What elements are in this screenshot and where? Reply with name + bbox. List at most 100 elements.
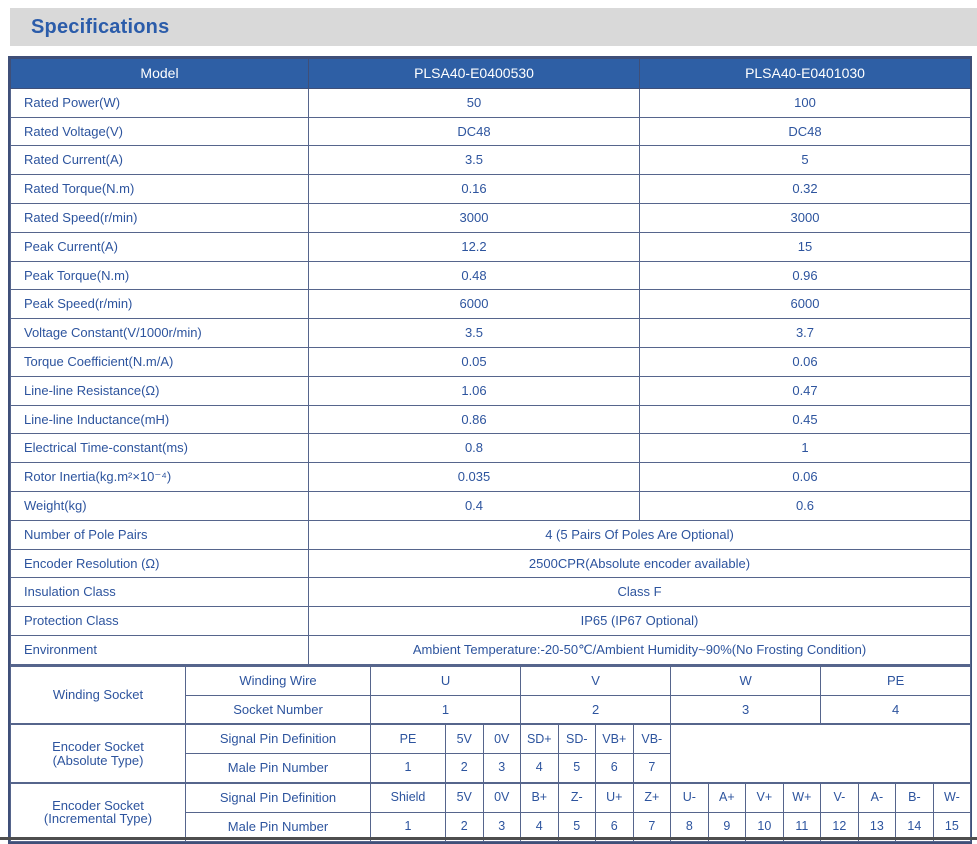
pin-number-cell: 12 (820, 811, 859, 842)
spec-value: 6000 (308, 289, 640, 320)
table-row: Line-line Resistance(Ω) 1.06 0.47 (10, 375, 971, 406)
title-bar: Specifications (10, 8, 977, 46)
spec-table: Model PLSA40-E0400530 PLSA40-E0401030 Ra… (10, 58, 971, 665)
signal-cell: 0V (482, 781, 522, 813)
spec-label: Voltage Constant(V/1000r/min) (10, 318, 309, 348)
spec-label: Electrical Time-constant(ms) (10, 433, 309, 464)
row-label: Winding Wire (185, 664, 371, 696)
signal-cell: V+ (745, 781, 784, 813)
row-label: Male Pin Number (185, 811, 371, 842)
spec-value: 1.06 (308, 375, 640, 406)
pin-number-cell: 6 (595, 753, 634, 784)
signal-cell: 5V (445, 781, 484, 813)
spec-value: Ambient Temperature:-20-50℃/Ambient Humi… (308, 634, 971, 665)
spec-value: 0.035 (308, 462, 640, 492)
spec-label: Encoder Resolution (Ω) (10, 548, 309, 579)
spec-value: 2500CPR(Absolute encoder available) (308, 548, 971, 579)
table-row: Encoder Socket (Incremental Type) Signal… (10, 781, 972, 842)
spec-label: Line-line Resistance(Ω) (10, 375, 309, 406)
table-row: Peak Speed(r/min) 6000 6000 (10, 289, 971, 320)
pin-number-cell: 7 (632, 753, 672, 784)
pin-number-cell: 3 (482, 811, 522, 842)
table-row: Male Pin Number 1 2 3 4 5 6 7 (11, 753, 971, 784)
socket-number-cell: 3 (670, 694, 822, 725)
signal-cell: W- (932, 781, 972, 813)
spec-label: Number of Pole Pairs (10, 519, 309, 550)
spec-label: Peak Torque(N.m) (10, 260, 309, 291)
table-row: Rated Voltage(V) DC48 DC48 (10, 116, 971, 147)
spec-value: 5 (639, 145, 971, 176)
spec-value: 100 (639, 87, 971, 118)
spec-label: Insulation Class (10, 577, 309, 608)
spec-value: 3.5 (308, 318, 640, 348)
table-row: Encoder Resolution (Ω) 2500CPR(Absolute e… (10, 548, 971, 579)
pin-number-cell: 1 (370, 753, 446, 784)
section-label-line: Encoder Socket (52, 797, 144, 813)
signal-cell: W+ (782, 781, 822, 813)
spec-value: 15 (639, 231, 971, 262)
pin-number-cell: 1 (370, 811, 446, 842)
spec-label: Peak Speed(r/min) (10, 289, 309, 320)
table-row: Socket Number 1 2 3 4 (11, 694, 972, 725)
table-row: Encoder Socket (Absolute Type) Signal Pi… (10, 723, 972, 784)
page-bottom-rule (0, 837, 977, 840)
spec-value: 0.06 (639, 462, 971, 492)
signal-cell: V- (820, 781, 859, 813)
spec-label: Weight(kg) (10, 490, 309, 521)
spec-value: 6000 (639, 289, 971, 320)
column-header-model-2: PLSA40-E0401030 (639, 58, 971, 89)
spec-value: 0.06 (639, 346, 971, 377)
signal-cell: B- (895, 781, 934, 813)
wire-cell: V (520, 664, 672, 696)
spec-value: 1 (639, 433, 971, 464)
signal-cell: 0V (482, 723, 522, 755)
signal-cell: PE (370, 723, 446, 755)
spec-label: Environment (10, 634, 309, 665)
row-label: Signal Pin Definition (185, 723, 371, 755)
socket-table: Winding Socket Winding Wire U V W PE Soc… (10, 664, 972, 842)
spec-value: 0.47 (639, 375, 971, 406)
section-label-line: (Incremental Type) (43, 811, 153, 827)
row-label: Signal Pin Definition (185, 781, 371, 813)
table-row: Weight(kg) 0.4 0.6 (10, 490, 971, 521)
spec-label: Rated Current(A) (10, 145, 309, 176)
section-label-line: (Absolute Type) (52, 752, 144, 768)
pin-number-cell: 15 (932, 811, 972, 842)
signal-cell: Z+ (632, 781, 672, 813)
spec-value: 0.16 (308, 174, 640, 204)
spec-value: 0.6 (639, 490, 971, 521)
section-label-line: Encoder Socket (52, 738, 144, 754)
table-row: Male Pin Number 1 2 3 4 5 6 7 8 9 10 11 … (11, 811, 972, 842)
section-label-winding-socket: Winding Socket (10, 664, 186, 725)
table-row: Number of Pole Pairs 4 (5 Pairs Of Poles … (10, 519, 971, 550)
spec-value: 0.86 (308, 404, 640, 435)
spec-value: 0.45 (639, 404, 971, 435)
socket-number-cell: 4 (820, 694, 972, 725)
spec-value: 3000 (308, 202, 640, 233)
pin-number-cell: 4 (520, 811, 559, 842)
signal-cell: VB- (632, 723, 672, 755)
pin-number-cell: 3 (482, 753, 522, 784)
spec-value: 12.2 (308, 231, 640, 262)
spec-value: DC48 (308, 116, 640, 147)
signal-cell: SD+ (520, 723, 559, 755)
table-header-row: Model PLSA40-E0400530 PLSA40-E0401030 (10, 58, 971, 89)
row-label: Socket Number (185, 694, 371, 725)
pin-number-cell: 2 (445, 753, 484, 784)
signal-cell: U+ (595, 781, 634, 813)
table-row: Peak Current(A) 12.2 15 (10, 231, 971, 262)
spec-label: Rotor Inertia(kg.m²×10⁻⁴) (10, 462, 309, 492)
spec-label: Peak Current(A) (10, 231, 309, 262)
spec-label: Rated Power(W) (10, 87, 309, 118)
signal-cell: Z- (557, 781, 597, 813)
wire-cell: PE (820, 664, 972, 696)
table-row: Torque Coefficient(N.m/A) 0.05 0.06 (10, 346, 971, 377)
spec-value: IP65 (IP67 Optional) (308, 606, 971, 636)
table-row: Line-line Inductance(mH) 0.86 0.45 (10, 404, 971, 435)
pin-number-cell: 4 (520, 753, 559, 784)
table-row: Rated Speed(r/min) 3000 3000 (10, 202, 971, 233)
spec-label: Protection Class (10, 606, 309, 636)
spec-value: 3.7 (639, 318, 971, 348)
wire-cell: W (670, 664, 822, 696)
column-header-model-1: PLSA40-E0400530 (308, 58, 640, 89)
